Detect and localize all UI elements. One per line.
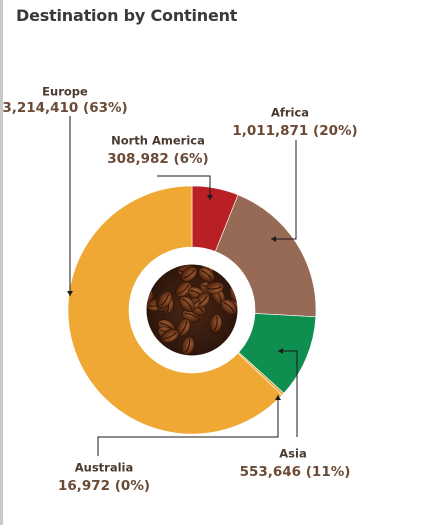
arrowhead-europe (67, 291, 73, 296)
arrowhead-africa (271, 236, 276, 242)
label-name-north-america: North America (111, 134, 205, 148)
arrowhead-north-america (207, 195, 213, 200)
label-value-australia: 16,972 (0%) (58, 478, 150, 494)
slice-europe (67, 185, 283, 435)
arrowhead-australia (275, 395, 281, 400)
label-name-europe: Europe (42, 85, 88, 99)
center-image (145, 263, 239, 357)
label-name-africa: Africa (271, 106, 309, 120)
leader-line-asia (278, 350, 298, 437)
label-name-australia: Australia (75, 461, 134, 475)
leader-line-australia (97, 395, 279, 456)
left-border (0, 0, 3, 525)
label-name-asia: Asia (279, 447, 306, 461)
coffee-beans-icon (146, 264, 238, 356)
chart-title: Destination by Continent (16, 6, 238, 25)
label-value-north-america: 308,982 (6%) (107, 151, 208, 167)
arrowhead-asia (278, 348, 283, 354)
label-value-asia: 553,646 (11%) (240, 464, 351, 480)
label-value-europe: 3,214,410 (63%) (2, 100, 127, 116)
slices-group (67, 185, 317, 435)
label-value-africa: 1,011,871 (20%) (232, 123, 357, 139)
slice-labels: North America 308,982 (6%) Africa 1,011,871… (2, 85, 357, 495)
leader-lines (67, 116, 298, 456)
leader-line-north-america (157, 175, 211, 200)
slice-africa (214, 194, 317, 318)
leader-line-africa (271, 140, 297, 240)
